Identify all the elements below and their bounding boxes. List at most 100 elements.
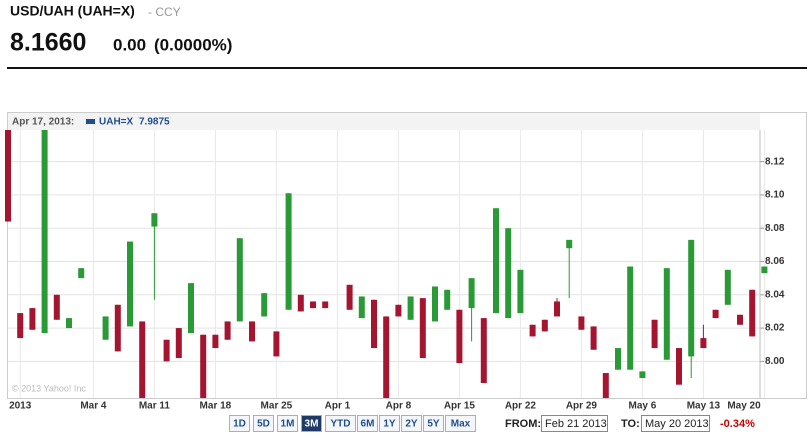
candle-body (395, 304, 402, 317)
candle-body (139, 321, 146, 398)
candle-body (749, 289, 756, 337)
y-tick-label: 8.02 (765, 323, 785, 334)
change: 0.00 (113, 35, 146, 54)
range-button[interactable] (379, 415, 400, 432)
candle-body (419, 298, 426, 359)
x-tick-label: Apr 22 (505, 401, 537, 412)
candle-body (346, 284, 353, 310)
candle-body (53, 294, 60, 320)
legend-value: 7.9875 (139, 117, 170, 128)
range-button[interactable] (277, 415, 298, 432)
x-tick-label: May 20 (727, 401, 761, 412)
candle-body (712, 309, 719, 319)
legend-date: Apr 17, 2013: (12, 117, 74, 128)
legend-strip (8, 113, 760, 130)
candle-body (615, 348, 621, 370)
candle-body (578, 316, 585, 330)
range-button-label[interactable]: YTD (331, 419, 351, 430)
candle-body (310, 301, 316, 309)
to-value[interactable]: May 20 2013 (645, 418, 709, 430)
to-input[interactable] (641, 415, 710, 432)
candle-body (456, 309, 463, 364)
candle-body (602, 373, 609, 398)
range-button[interactable] (325, 415, 356, 432)
x-tick-label: Mar 18 (200, 401, 232, 412)
candle-body (41, 130, 48, 334)
candle-body (505, 228, 512, 319)
controls: 1D 5D 1M 3M YTD 6M 1Y 2Y 5Y Max FROM: Feb 21 2013 TO… (229, 415, 755, 432)
candle-body (297, 294, 304, 312)
candle-body (163, 339, 170, 362)
range-button-label[interactable]: 3M (305, 419, 319, 430)
range-button-label[interactable]: Max (451, 419, 471, 430)
exchange: - CCY (148, 5, 181, 19)
from-input[interactable] (541, 415, 608, 432)
range-button-label[interactable]: 5Y (427, 419, 440, 430)
y-tick-label: 8.12 (765, 156, 785, 167)
range-button-label[interactable]: 5D (257, 419, 270, 430)
candle-body (676, 348, 682, 385)
y-tick-label: 8.06 (765, 256, 785, 267)
candle-body (17, 313, 24, 339)
candle-body (566, 239, 573, 249)
x-tick-label: May 13 (687, 401, 721, 412)
candle-body (651, 319, 658, 349)
x-tick-label: Apr 1 (325, 401, 351, 412)
quote-title: USD/UAH (UAH=X) (10, 3, 135, 19)
candle-body (127, 241, 133, 327)
from-label: FROM: (505, 418, 541, 430)
candle-body (236, 238, 243, 322)
candle-body (66, 318, 72, 329)
candle-body (724, 269, 731, 305)
legend-swatch (86, 119, 95, 124)
range-button[interactable] (301, 415, 322, 432)
x-tick-label: Mar 25 (261, 401, 293, 412)
candle-body (468, 278, 475, 309)
candle-body (432, 286, 438, 322)
candle-body (285, 193, 292, 310)
candle-body (114, 304, 121, 352)
watermark: © 2013 Yahoo! Inc (12, 383, 86, 393)
range-button-label[interactable]: 1Y (383, 419, 396, 430)
range-button[interactable] (229, 415, 250, 432)
candle-body (322, 301, 329, 309)
candle-body (627, 266, 634, 370)
range-button[interactable] (401, 415, 422, 432)
y-tick-label: 8.08 (765, 223, 785, 234)
from-value[interactable]: Feb 21 2013 (545, 418, 607, 430)
y-tick-label: 8.10 (765, 190, 785, 201)
range-button-label[interactable]: 1D (233, 419, 246, 430)
range-button-label[interactable]: 2Y (405, 419, 418, 430)
candle-body (273, 331, 280, 357)
candle-body (371, 299, 377, 349)
candle-body (188, 283, 194, 334)
range-button[interactable] (445, 415, 476, 432)
x-tick-label: 2013 (9, 401, 32, 412)
range-button-label[interactable]: 6M (361, 419, 375, 430)
candle-body (444, 289, 451, 310)
candle-body (151, 213, 158, 227)
candle-body (102, 316, 109, 340)
candle-body (639, 371, 646, 379)
range-button[interactable] (423, 415, 444, 432)
x-tick-label: Mar 11 (139, 401, 171, 412)
range-button[interactable] (357, 415, 378, 432)
candle-body (383, 316, 390, 398)
price: 8.1660 (10, 29, 86, 57)
range-button-label[interactable]: 1M (281, 419, 295, 430)
y-tick-label: 8.04 (765, 289, 785, 300)
candle-body (224, 321, 231, 340)
candle-body (78, 268, 85, 279)
y-tick-label: 8.00 (765, 356, 785, 367)
candle-body (200, 334, 207, 398)
change-pct: (0.0000%) (154, 35, 232, 54)
candle-body (29, 308, 36, 330)
candle-body (212, 334, 219, 349)
candle-body (493, 208, 499, 314)
candle-body (175, 328, 182, 359)
range-button[interactable] (253, 415, 274, 432)
candle-body (480, 318, 487, 384)
x-tick-label: May 6 (629, 401, 657, 412)
candle-body (554, 301, 560, 317)
candle-body (517, 269, 524, 314)
